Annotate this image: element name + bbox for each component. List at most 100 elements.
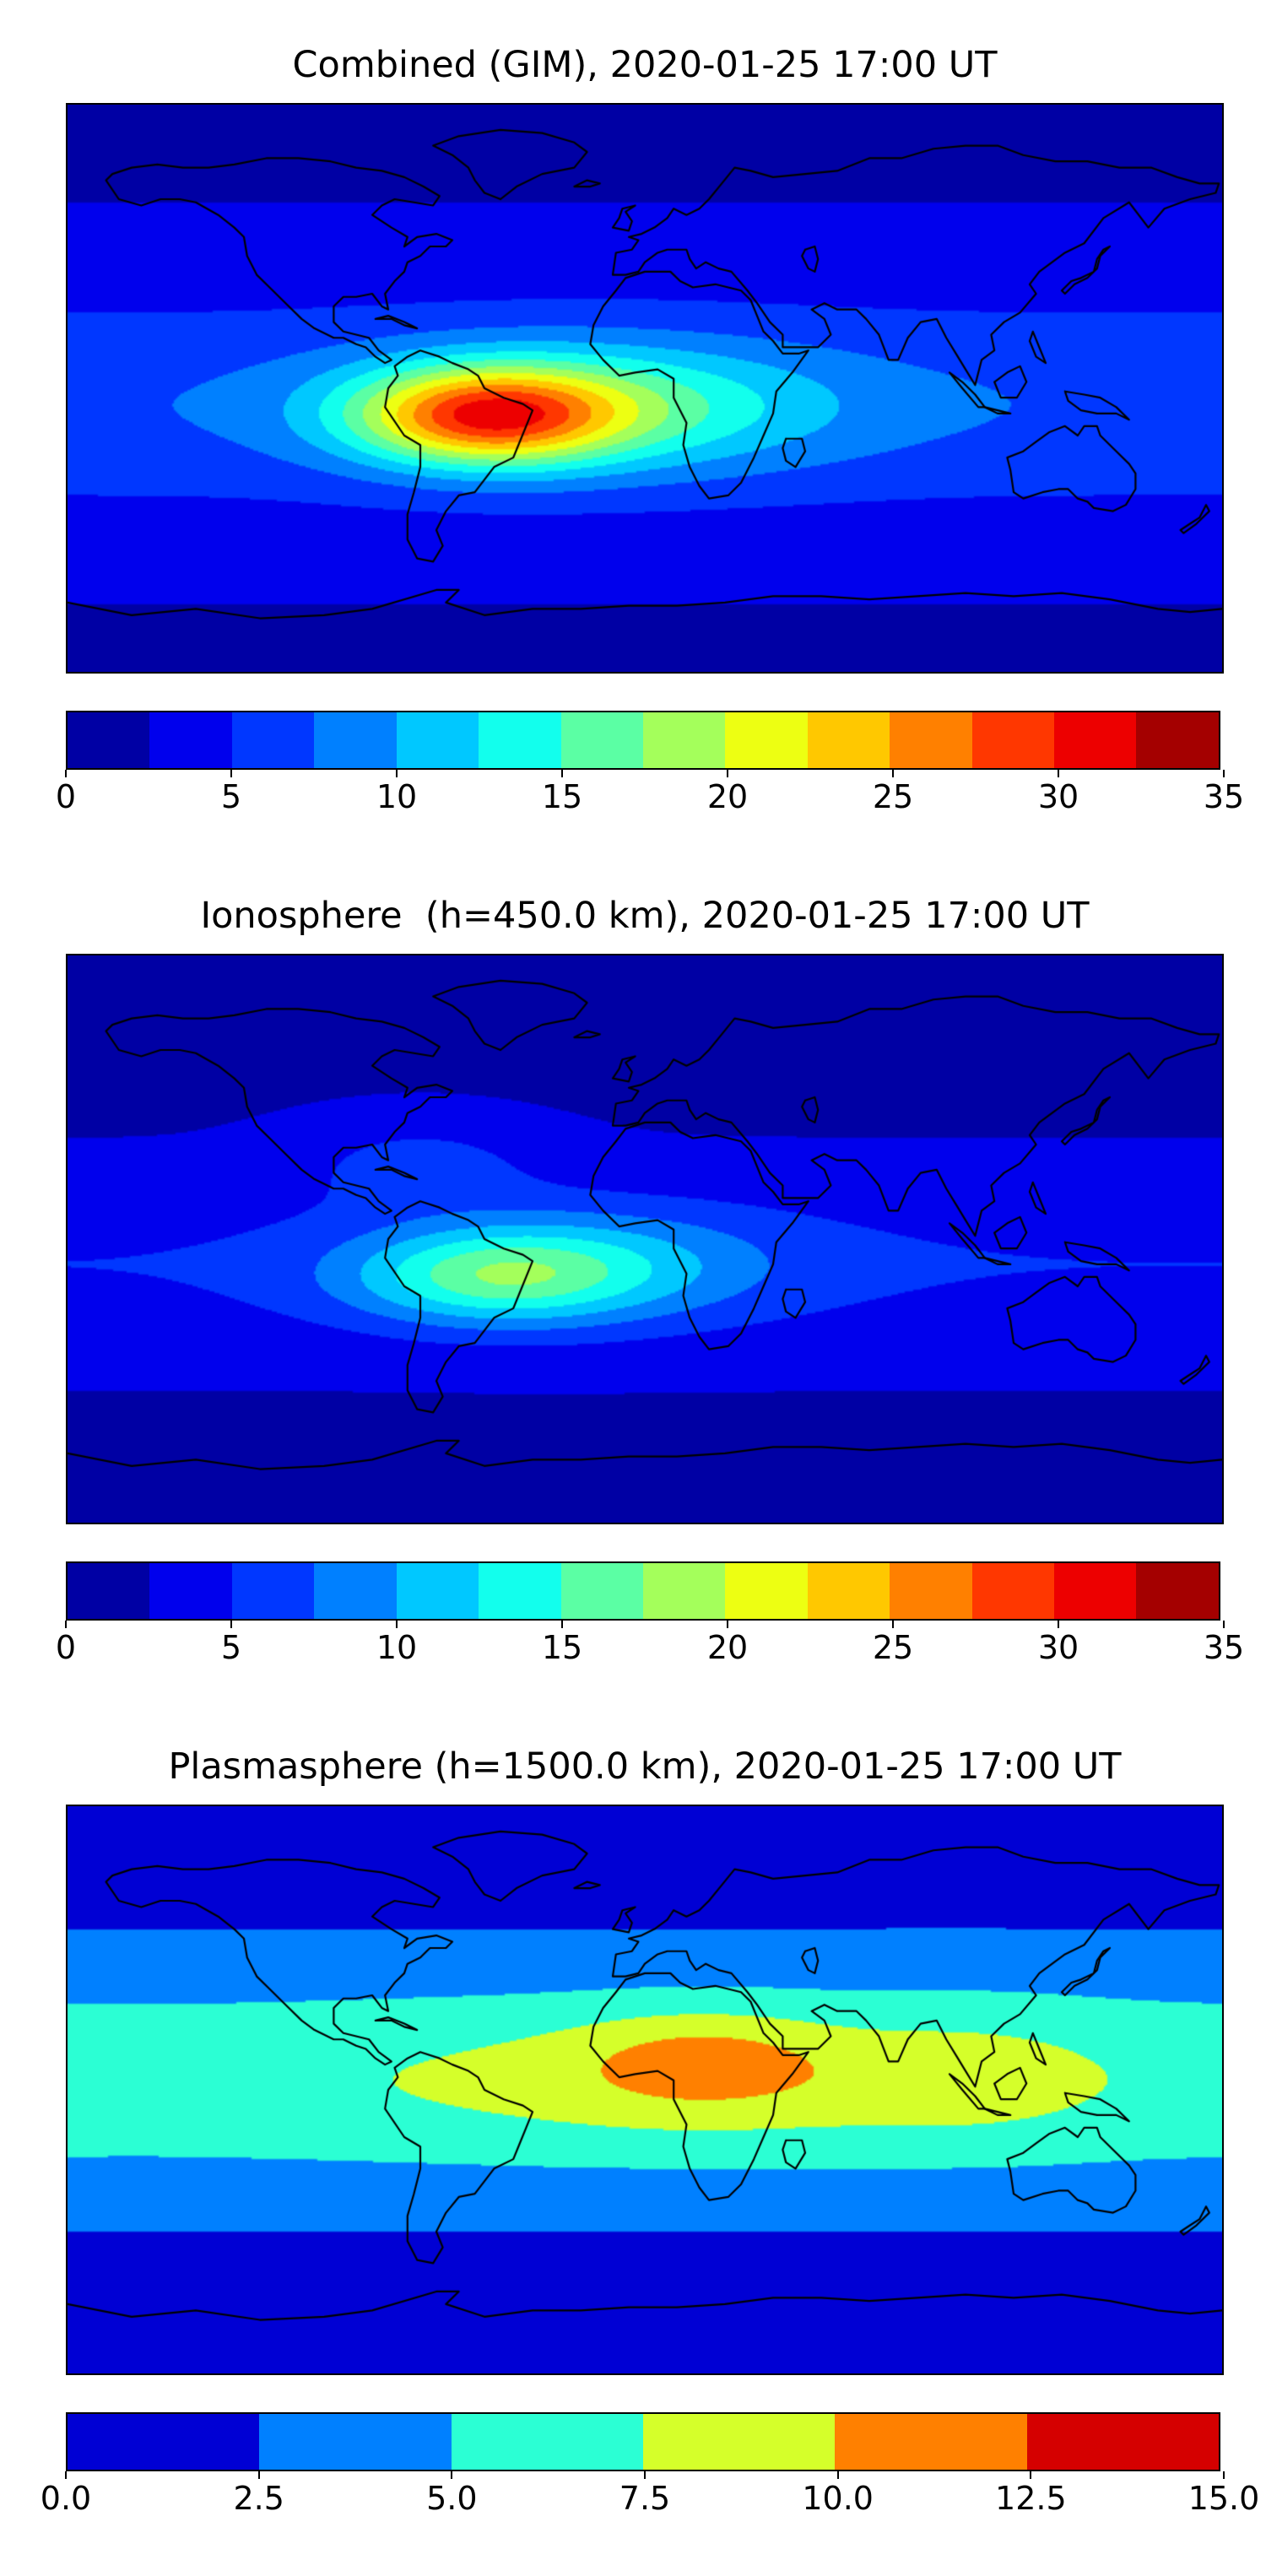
colorbar-segment [725,1563,808,1619]
colorbar-segment [971,712,1055,768]
colorbar-tick [1223,770,1225,777]
colorbar-segment [1054,712,1137,768]
colorbar-tick [892,1621,894,1628]
colorbar-tick [727,1621,728,1628]
colorbar-tick-label: 5.0 [426,2480,478,2517]
colorbar-segment [807,712,890,768]
figure-title-plasmasphere: Plasmasphere (h=1500.0 km), 2020-01-25 1… [168,1745,1122,1788]
colorbar-tick-label: 30 [1037,1629,1079,1666]
colorbar-segment [314,712,397,768]
colorbar-segment [1136,1563,1219,1619]
colorbar-tick-label: 5 [220,778,242,815]
colorbar-tick [65,2471,67,2479]
colorbar-segment [68,712,150,768]
colorbar-segment [451,2414,643,2470]
figure-ionosphere: Ionosphere (h=450.0 km), 2020-01-25 17:0… [0,895,1266,1671]
colorbar-tick [230,770,232,777]
colorbar-tick-row-plasmasphere: 0.0 2.5 5.0 7.5 10.0 12.5 15.0 [41,2471,1259,2522]
colorbar-tick [836,2471,839,2479]
colorbar-segment [835,2414,1027,2470]
colorbar-segment [1026,2414,1219,2470]
colorbar-gradient-ionosphere [66,1561,1220,1621]
colorbar-segment [807,1563,890,1619]
colorbar-tick-label: 35 [1203,1629,1245,1666]
colorbar-combined: 0 5 10 15 20 25 30 35 [56,711,1244,820]
figure-plasmasphere: Plasmasphere (h=1500.0 km), 2020-01-25 1… [0,1745,1266,2522]
colorbar-tick-label: 35 [1203,778,1245,815]
colorbar-tick [892,770,894,777]
colorbar-segment [642,2414,836,2470]
figure-title-ionosphere: Ionosphere (h=450.0 km), 2020-01-25 17:0… [200,895,1090,937]
colorbar-segment [1054,1563,1137,1619]
colorbar-tick [396,1621,398,1628]
colorbar-gradient-plasmasphere [66,2412,1220,2471]
world-map-canvas-ionosphere [68,955,1222,1523]
colorbar-tick [561,1621,563,1628]
colorbar-segment [642,712,726,768]
colorbar-ionosphere: 0 5 10 15 20 25 30 35 [56,1561,1244,1671]
colorbar-segment [259,2414,452,2470]
colorbar-tick [257,2471,260,2479]
world-map-plasmasphere [66,1805,1224,2375]
colorbar-tick [1223,1621,1225,1628]
colorbar-segment [149,1563,232,1619]
figure-title-combined: Combined (GIM), 2020-01-25 17:00 UT [292,44,998,86]
colorbar-tick-label: 2.5 [233,2480,284,2517]
colorbar-tick-label: 25 [872,1629,914,1666]
colorbar-segment [479,712,561,768]
colorbar-segment [890,712,972,768]
colorbar-segment [642,1563,726,1619]
colorbar-tick [644,2471,646,2479]
world-map-ionosphere [66,954,1224,1524]
colorbar-segment [314,1563,397,1619]
colorbar-segment [149,712,232,768]
colorbar-tick [65,1621,67,1628]
colorbar-segment [396,712,479,768]
colorbar-tick-label: 15 [541,1629,583,1666]
colorbar-segment [231,712,315,768]
world-map-canvas-plasmasphere [68,1806,1222,2373]
colorbar-tick-label: 12.5 [995,2480,1067,2517]
colorbar-segment [68,2414,260,2470]
colorbar-gradient-combined [66,711,1220,770]
colorbar-segment [479,1563,561,1619]
colorbar-tick-label: 10 [376,1629,418,1666]
world-map-combined [66,103,1224,674]
colorbar-tick [396,770,398,777]
colorbar-tick [65,770,67,777]
colorbar-plasmasphere: 0.0 2.5 5.0 7.5 10.0 12.5 15.0 [41,2412,1259,2522]
colorbar-tick-label: 20 [706,778,749,815]
colorbar-segment [231,1563,315,1619]
colorbar-tick [1030,2471,1032,2479]
colorbar-tick-label: 5 [220,1629,242,1666]
colorbar-tick [1058,770,1059,777]
colorbar-tick-row-ionosphere: 0 5 10 15 20 25 30 35 [56,1621,1244,1671]
page: { "chart_data": [ { "type": "heatmap", "… [0,44,1266,2576]
colorbar-tick-label: 20 [706,1629,749,1666]
colorbar-tick-label: 0 [55,1629,77,1666]
colorbar-tick [451,2471,453,2479]
colorbar-tick [1058,1621,1059,1628]
colorbar-tick [561,770,563,777]
colorbar-segment [725,712,808,768]
colorbar-tick-label: 0.0 [40,2480,92,2517]
colorbar-tick-label: 0 [55,778,77,815]
colorbar-tick [727,770,728,777]
colorbar-tick-label: 7.5 [619,2480,671,2517]
colorbar-tick-label: 10.0 [802,2480,874,2517]
colorbar-segment [396,1563,479,1619]
figure-combined-gim: Combined (GIM), 2020-01-25 17:00 UT 0 5 10… [0,44,1266,820]
colorbar-segment [890,1563,972,1619]
colorbar-segment [68,1563,150,1619]
colorbar-segment [560,1563,643,1619]
world-map-canvas-combined [68,105,1222,672]
colorbar-tick-label: 30 [1037,778,1079,815]
colorbar-segment [1136,712,1219,768]
colorbar-segment [560,712,643,768]
colorbar-tick-label: 15.0 [1188,2480,1260,2517]
colorbar-tick-label: 10 [376,778,418,815]
colorbar-tick-row-combined: 0 5 10 15 20 25 30 35 [56,770,1244,820]
colorbar-segment [971,1563,1055,1619]
colorbar-tick [230,1621,232,1628]
colorbar-tick-label: 15 [541,778,583,815]
